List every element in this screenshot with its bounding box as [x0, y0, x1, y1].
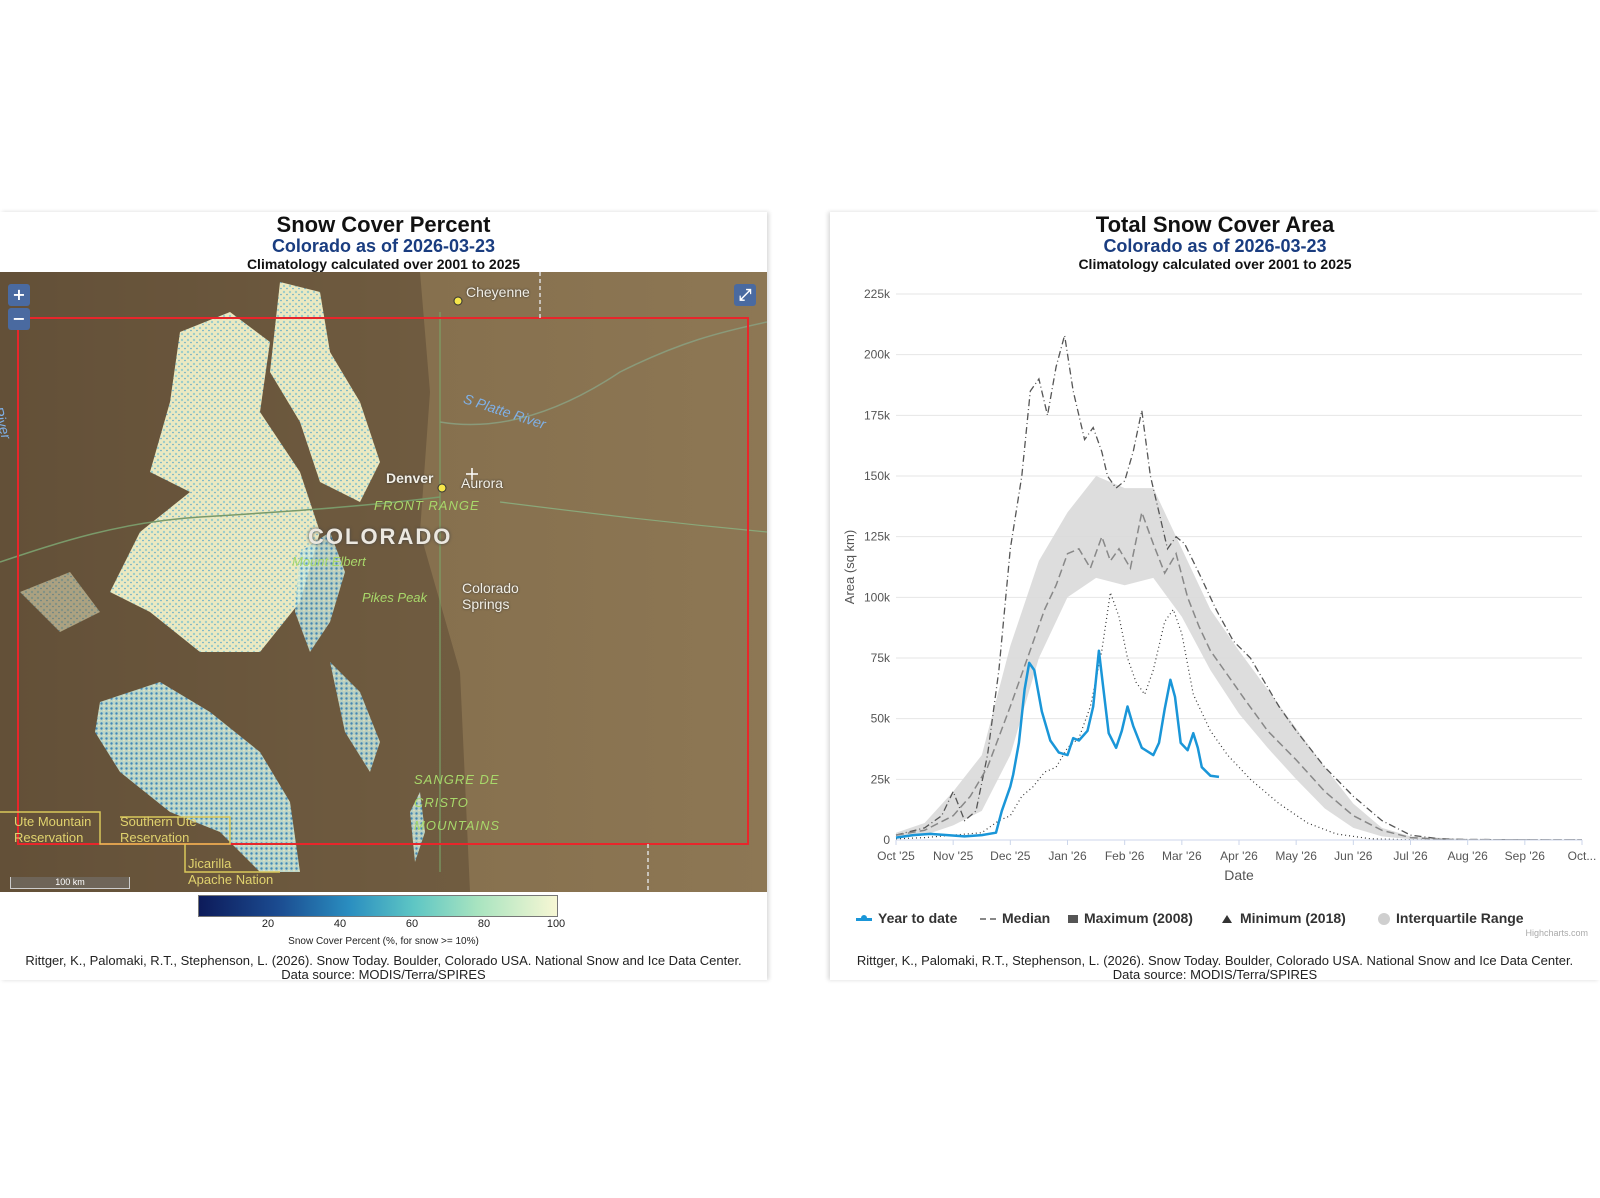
map-label-jicarilla-2: Apache Nation: [188, 872, 274, 887]
x-tick-label: May '26: [1275, 849, 1317, 863]
legend-interquartile-range[interactable]: Interquartile Range: [1378, 910, 1524, 926]
x-tick-label: Nov '25: [933, 849, 974, 863]
map-subtitle-date: as of 2026-03-23: [355, 236, 496, 256]
snow-cover-colorbar: [198, 895, 558, 917]
interquartile-range-band: [896, 476, 1582, 840]
legend-year-to-date-symbol: [856, 914, 872, 921]
x-axis-title: Date: [1224, 867, 1254, 883]
map-label-mount-elbert: Mount Elbert: [292, 554, 366, 569]
map-label-state: COLORADO: [308, 524, 453, 549]
legend-maximum[interactable]: Maximum (2008): [1068, 910, 1193, 926]
y-tick-label: 175k: [864, 408, 891, 422]
y-tick-label: 125k: [864, 530, 891, 544]
x-tick-label: Mar '26: [1162, 849, 1202, 863]
chart-credit-citation: Rittger, K., Palomaki, R.T., Stephenson,…: [856, 953, 1574, 968]
legend-median-symbol: [980, 918, 996, 921]
chart-subtitle-region: Colorado: [1103, 236, 1183, 256]
highcharts-credit[interactable]: Highcharts.com: [1525, 928, 1588, 938]
map-terrain: [0, 272, 767, 892]
legend-median[interactable]: Median: [980, 910, 1050, 926]
map-label-ute-2: Reservation: [14, 830, 84, 845]
y-axis-title: Area (sq km): [842, 530, 857, 604]
colorbar-tick: 80: [477, 918, 491, 930]
x-tick-label: Jan '26: [1048, 849, 1087, 863]
snow-cover-map-panel: Snow Cover Percent Colorado as of 2026-0…: [0, 212, 767, 982]
map-label-denver: Denver: [386, 470, 434, 486]
colorbar-tick: 40: [333, 918, 347, 930]
map-subtitle-region: Colorado: [271, 236, 351, 256]
map-label-southern-ute-1: Southern Ute: [120, 814, 197, 829]
y-tick-label: 25k: [871, 772, 891, 786]
map-label-aurora: Aurora: [461, 475, 504, 491]
map-label-cheyenne: Cheyenne: [466, 284, 530, 300]
chart-subtitle-date: as of 2026-03-23: [1187, 236, 1327, 256]
fullscreen-button[interactable]: ⤢: [734, 284, 756, 306]
x-tick-label: Aug '26: [1448, 849, 1489, 863]
legend-median-label: Median: [1002, 910, 1051, 926]
map-label-front-range: FRONT RANGE: [374, 498, 480, 513]
map-label-ute-1: Ute Mountain: [14, 814, 92, 829]
x-tick-label: Oct...: [1568, 849, 1597, 863]
y-tick-label: 50k: [871, 712, 891, 726]
x-tick-label: Feb '26: [1105, 849, 1145, 863]
x-tick-label: Dec '25: [990, 849, 1031, 863]
x-tick-label: Jul '26: [1393, 849, 1428, 863]
legend-year-to-date-label: Year to date: [878, 910, 958, 926]
zoom-in-button[interactable]: +: [8, 284, 30, 306]
median-line: [895, 509, 1582, 841]
map-subtitle: Colorado as of 2026-03-23: [0, 236, 767, 257]
legend-minimum-label: Minimum (2018): [1240, 910, 1346, 926]
map-title: Snow Cover Percent: [276, 212, 491, 237]
legend-minimum[interactable]: Minimum (2018): [1222, 910, 1346, 926]
maximum-2008-line: [895, 335, 1582, 841]
chart-title: Total Snow Cover Area: [1095, 212, 1335, 237]
legend-minimum-symbol: [1222, 915, 1232, 924]
zoom-out-button[interactable]: −: [8, 308, 30, 330]
legend-maximum-label: Maximum (2008): [1084, 910, 1193, 926]
map-label-sangre-2: CRISTO: [414, 795, 469, 810]
chart-credit-source: Data source: MODIS/Terra/SPIRES: [1112, 967, 1318, 982]
chart-climatology: Climatology calculated over 2001 to 2025: [1078, 256, 1352, 272]
y-tick-label: 150k: [864, 469, 891, 483]
y-tick-label: 225k: [864, 287, 891, 301]
map-label-sangre-1: SANGRE DE: [414, 772, 500, 787]
map-view[interactable]: + − ⤢ Cheyenne Denver Aurora FRONT RANGE…: [0, 272, 767, 892]
map-climatology: Climatology calculated over 2001 to 2025: [246, 256, 521, 272]
x-tick-label: Oct '25: [877, 849, 915, 863]
year-to-date-line: [895, 649, 1220, 839]
x-tick-label: Jun '26: [1334, 849, 1373, 863]
map-credit-citation: Rittger, K., Palomaki, R.T., Stephenson,…: [25, 953, 742, 968]
snow-cover-area-chart: 0 25k 50k 75k 100k 125k 150k 175k 200k 225k Oct '2…: [842, 287, 1597, 883]
map-label-pikes-peak: Pikes Peak: [362, 590, 428, 605]
map-label-colorado-springs-1: Colorado: [462, 580, 519, 596]
colorbar-label: Snow Cover Percent (%, for snow >= 10%): [288, 936, 479, 947]
colorbar-tick: 20: [261, 918, 275, 930]
legend-iqr-label: Interquartile Range: [1396, 910, 1524, 926]
y-tick-label: 0: [883, 833, 890, 847]
map-credit-source: Data source: MODIS/Terra/SPIRES: [281, 967, 486, 982]
y-tick-label: 200k: [864, 348, 891, 362]
map-label-sangre-3: MOUNTAINS: [414, 818, 501, 833]
map-label-southern-ute-2: Reservation: [120, 830, 190, 845]
map-label-colorado-springs-2: Springs: [462, 596, 510, 612]
y-tick-label: 75k: [871, 651, 891, 665]
legend-maximum-symbol: [1068, 915, 1078, 924]
legend-iqr-symbol: [1378, 913, 1390, 926]
colorbar-tick: 100: [546, 918, 566, 930]
map-label-jicarilla-1: Jicarilla: [188, 856, 232, 871]
map-scale-bar: 100 km: [10, 877, 130, 889]
x-tick-label: Apr '26: [1220, 849, 1258, 863]
x-tick-label: Sep '26: [1505, 849, 1546, 863]
colorbar-tick: 60: [405, 918, 419, 930]
chart-subtitle: Colorado as of 2026-03-23: [830, 236, 1600, 257]
y-tick-label: 100k: [864, 590, 891, 604]
legend-year-to-date[interactable]: Year to date: [856, 910, 957, 926]
snow-cover-area-chart-panel: Total Snow Cover Area Colorado as of 202…: [830, 212, 1600, 982]
